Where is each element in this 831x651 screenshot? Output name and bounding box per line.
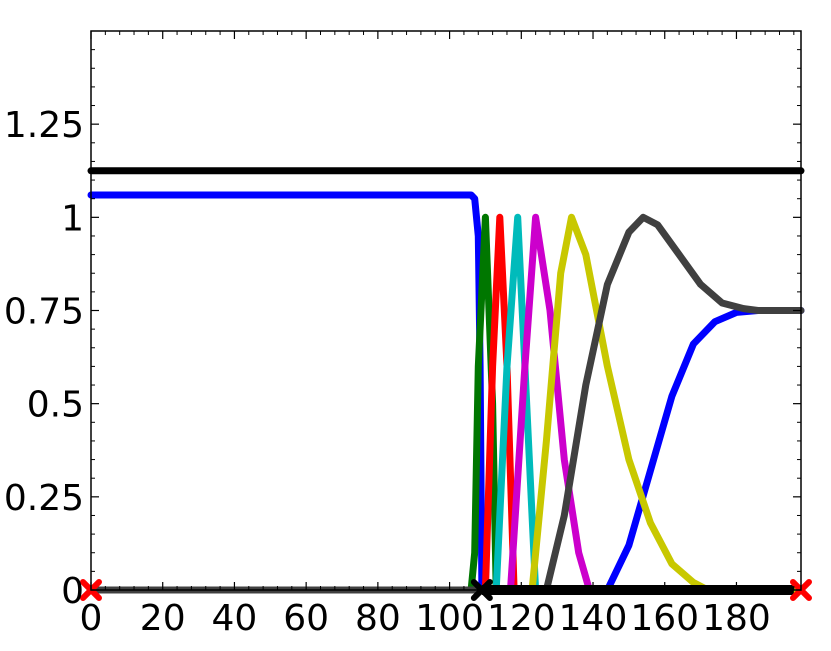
y-tick-label-2: 0.5	[27, 385, 84, 426]
x-tick-label-8: 160	[630, 598, 699, 639]
x-tick-label-7: 140	[559, 598, 628, 639]
y-tick-label-1: 0.25	[4, 478, 84, 519]
tick-layer	[90, 30, 801, 591]
y-tick-label-4: 1	[61, 198, 84, 239]
series-line-7	[87, 213, 805, 594]
y-tick-label-3: 0.75	[4, 292, 84, 333]
series-layer	[87, 167, 805, 594]
x-tick-label-4: 80	[355, 598, 401, 639]
series-line-2	[87, 307, 805, 594]
x-tick-label-6: 120	[487, 598, 556, 639]
series-line-8	[87, 213, 805, 594]
x-tick-label-9: 180	[702, 598, 771, 639]
series-line-6	[87, 213, 805, 594]
plot-frame	[90, 30, 802, 591]
x-tick-label-0: 0	[80, 598, 103, 639]
y-tick-label-0: 0	[61, 571, 84, 612]
x-tick-label-1: 20	[140, 598, 186, 639]
y-tick-label-5: 1.25	[4, 105, 84, 146]
tick-label-layer: 0 20 40 60 80 100 120 140 160 180 0 0.25 0.5 0.75 1 1.2…	[4, 105, 771, 639]
x-tick-label-3: 60	[283, 598, 329, 639]
x-tick-label-2: 40	[212, 598, 258, 639]
x-tick-label-5: 100	[415, 598, 484, 639]
series-line-1	[87, 191, 805, 594]
